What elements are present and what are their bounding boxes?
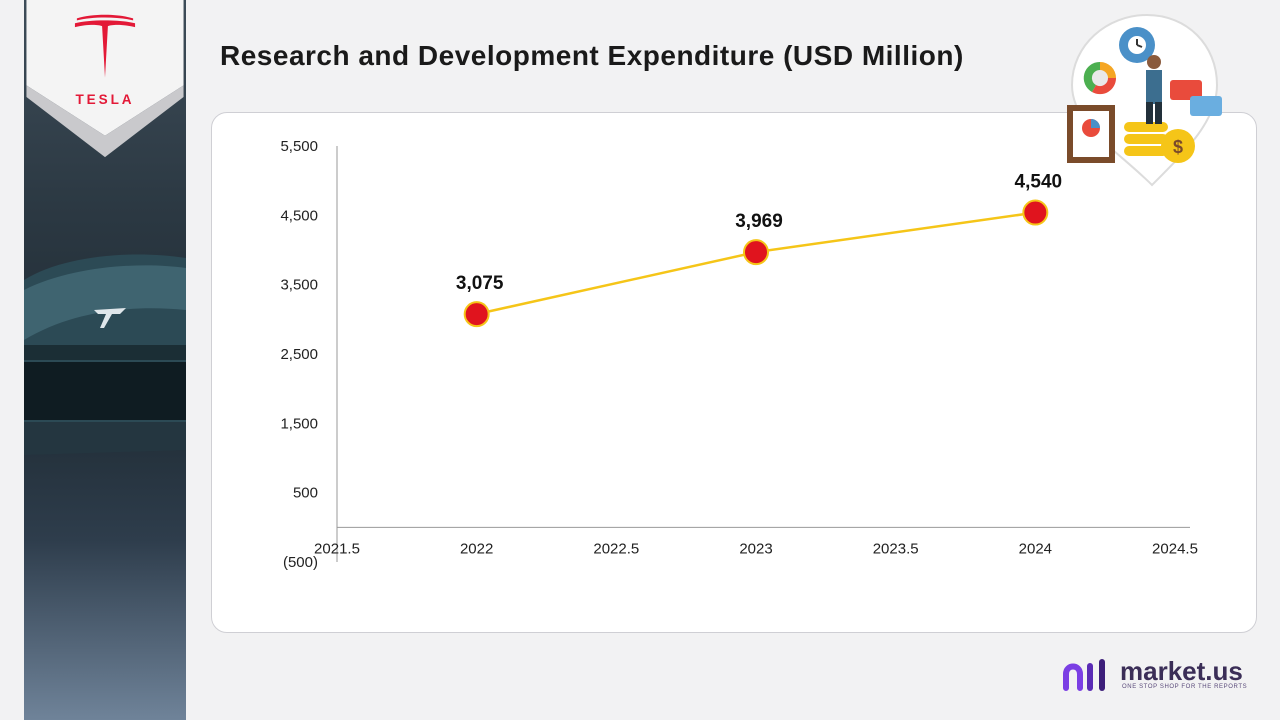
- brand-tagline: ONE STOP SHOP FOR THE REPORTS: [1122, 684, 1248, 690]
- data-label: 3,075: [456, 273, 504, 294]
- svg-text:$: $: [1173, 137, 1183, 157]
- y-tick-label: 2,500: [280, 346, 318, 363]
- x-tick-label: 2024: [1019, 540, 1052, 557]
- data-point: [1022, 199, 1049, 226]
- data-point: [463, 301, 490, 328]
- x-tick-label: 2022: [460, 540, 493, 557]
- x-tick-label: 2023: [739, 540, 772, 557]
- market-us-logo-icon: [1063, 659, 1105, 691]
- line-chart: (500) 500 1,500 2,500 3,500 4,500 5,500 2021.5 2…: [280, 138, 1198, 571]
- business-analytics-illustration-icon: $: [1067, 13, 1222, 187]
- y-tick-label: 1,500: [280, 415, 318, 432]
- brand-logo: market.us ONE STOP SHOP FOR THE REPORTS: [1062, 656, 1262, 698]
- y-tick-label: 4,500: [280, 207, 318, 224]
- logo-panel: TESLA: [26, 0, 184, 158]
- x-tick-label: 2022.5: [593, 540, 639, 557]
- y-tick-label: 500: [293, 485, 318, 502]
- tesla-t-icon: [74, 14, 136, 78]
- data-label: 4,540: [1015, 172, 1063, 193]
- tesla-wordmark: TESLA: [75, 92, 134, 107]
- y-tick-label: 5,500: [280, 138, 318, 155]
- chart-card: (500) 500 1,500 2,500 3,500 4,500 5,500 2021.5 2…: [211, 112, 1257, 633]
- data-point: [743, 239, 769, 266]
- x-tick-label: 2024.5: [1152, 540, 1198, 557]
- page-title: Research and Development Expenditure (US…: [220, 40, 964, 71]
- car-image: [24, 254, 186, 455]
- y-tick-label: (500): [283, 554, 318, 571]
- y-tick-label: 3,500: [280, 277, 318, 294]
- x-tick-label: 2023.5: [873, 540, 919, 557]
- data-label: 3,969: [735, 211, 783, 232]
- brand-name: market.us: [1120, 656, 1243, 686]
- x-tick-label: 2021.5: [314, 540, 360, 557]
